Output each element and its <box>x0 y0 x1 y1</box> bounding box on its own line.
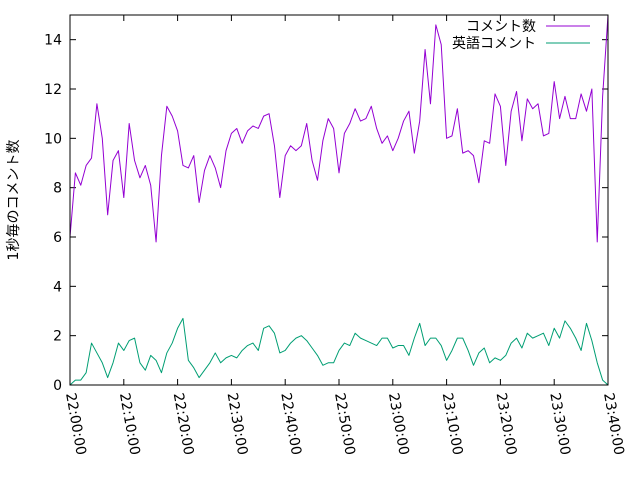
y-tick-labels: 0 2 4 6 8 10 12 14 <box>44 33 62 394</box>
x-tick-label: 23:00:00 <box>385 392 412 457</box>
x-tick-label: 23:10:00 <box>439 392 466 457</box>
x-tick-label: 23:40:00 <box>600 392 627 457</box>
plot-frame <box>69 14 609 386</box>
x-tick-marks <box>69 15 609 385</box>
legend-label-0: コメント数 <box>466 19 536 35</box>
x-tick-label: 22:40:00 <box>277 392 304 457</box>
x-tick-label: 22:50:00 <box>331 392 358 457</box>
series-line-0 <box>69 14 609 243</box>
y-axis-title: 1秒毎のコメント数 <box>6 140 22 261</box>
y-tick-label: 2 <box>53 329 62 345</box>
y-tick-label: 6 <box>53 230 62 246</box>
series-line-1 <box>69 317 609 386</box>
y-tick-label: 14 <box>44 33 62 49</box>
series-lines <box>69 14 609 386</box>
x-tick-label: 22:20:00 <box>170 392 197 457</box>
y-tick-label: 4 <box>53 279 62 295</box>
y-tick-label: 0 <box>53 378 62 394</box>
x-tick-label: 22:10:00 <box>116 392 143 457</box>
x-tick-label: 23:30:00 <box>546 392 573 457</box>
y-tick-label: 10 <box>44 131 62 147</box>
y-tick-label: 8 <box>53 181 62 197</box>
legend-label-1: 英語コメント <box>452 35 536 52</box>
x-tick-labels: 22:00:00 22:10:00 22:20:00 22:30:00 22:40:00… <box>62 392 627 457</box>
x-tick-label: 22:30:00 <box>224 392 251 457</box>
y-tick-label: 12 <box>44 82 62 98</box>
x-tick-label: 23:20:00 <box>493 392 520 457</box>
x-tick-label: 22:00:00 <box>62 392 89 457</box>
